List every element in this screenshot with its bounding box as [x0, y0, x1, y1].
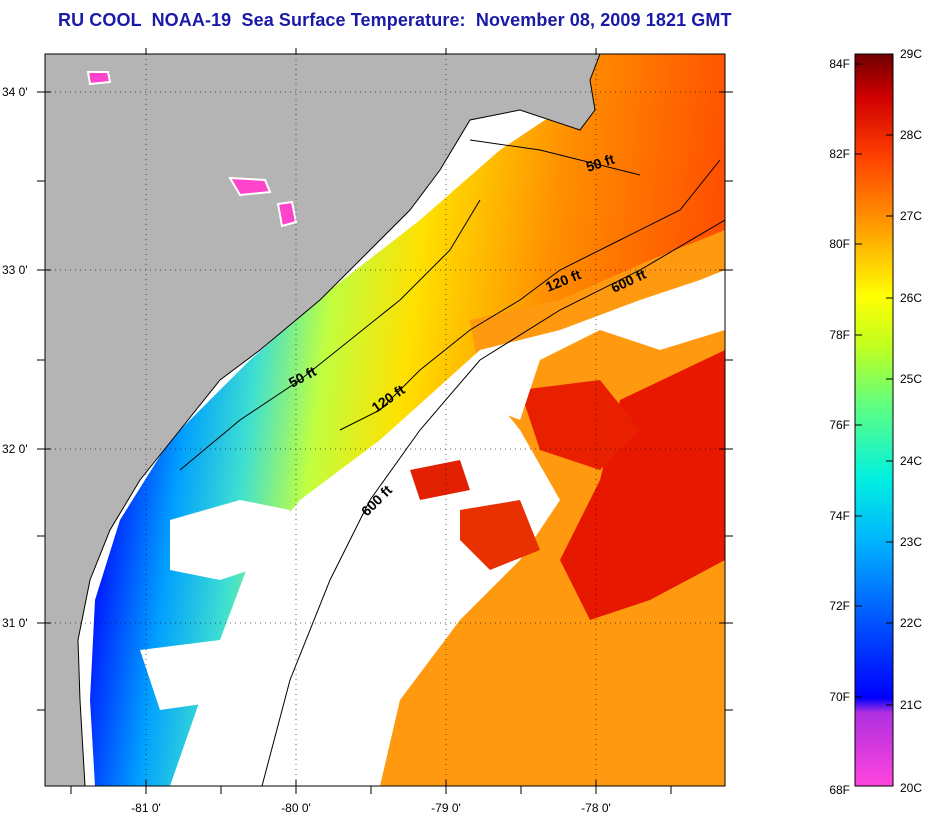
sst-warm-water	[90, 54, 725, 786]
cb-c-22: 22C	[900, 616, 922, 630]
lat-label-34: 34 0'	[2, 85, 28, 99]
coastline	[77, 54, 601, 786]
cb-f-70: 70F	[829, 690, 850, 704]
cb-f-80: 80F	[829, 237, 850, 251]
cb-c-28: 28C	[900, 128, 922, 142]
inland-lake-3	[86, 71, 112, 86]
cb-f-84: 84F	[829, 57, 850, 71]
lon-label-80: -80 0'	[281, 801, 311, 815]
lat-label-33: 33 0'	[2, 263, 28, 277]
inland-lake-2	[276, 200, 298, 228]
sst-gulfstream-red	[560, 350, 725, 620]
map-frame	[44, 53, 726, 787]
cb-c-21: 21C	[900, 698, 922, 712]
cb-c-27: 27C	[900, 209, 922, 223]
lon-label-81: -81 0'	[131, 801, 161, 815]
inland-lake	[228, 176, 272, 197]
map-title: RU COOL NOAA-19 Sea Surface Temperature:…	[58, 10, 732, 30]
cloud-mask-4	[250, 500, 430, 786]
cb-c-29: 29C	[900, 47, 922, 61]
colorbar-gradient	[854, 53, 894, 787]
lat-lon-grid	[45, 54, 725, 786]
land-mass	[45, 54, 600, 786]
lon-label-78: -78 0'	[581, 801, 611, 815]
colorbar-ticks	[855, 53, 893, 787]
lat-label-31: 31 0'	[2, 616, 28, 630]
lat-label-32: 32 0'	[2, 442, 28, 456]
colorbar: 84F 82F 80F 78F 76F 74F 72F 70F 68F 29C …	[829, 47, 922, 797]
cb-f-68: 68F	[829, 783, 850, 797]
isobath-50ft	[179, 139, 641, 471]
cb-f-74: 74F	[829, 509, 850, 523]
sst-red-patch	[520, 380, 640, 470]
lon-label-79: -79 0'	[431, 801, 461, 815]
axis-ticks	[37, 48, 733, 794]
isobath-600ft	[261, 219, 725, 786]
cb-f-82: 82F	[829, 147, 850, 161]
sst-red-patch-2	[460, 500, 540, 570]
cb-c-20: 20C	[900, 781, 922, 795]
cb-f-72: 72F	[829, 599, 850, 613]
isobath-120ft	[339, 159, 721, 431]
cloud-mask-3	[140, 640, 230, 710]
cb-c-25: 25C	[900, 372, 922, 386]
cb-c-24: 24C	[900, 454, 922, 468]
cloud-mask-2	[170, 500, 290, 580]
cb-f-76: 76F	[829, 418, 850, 432]
map-area: 50 ft 50 ft 120 ft 120 ft 600 ft 600 ft	[45, 54, 725, 786]
cb-c-26: 26C	[900, 291, 922, 305]
cb-c-23: 23C	[900, 535, 922, 549]
sst-red-patch-3	[410, 460, 470, 500]
cb-f-78: 78F	[829, 328, 850, 342]
sst-offshore-orange	[380, 230, 725, 786]
